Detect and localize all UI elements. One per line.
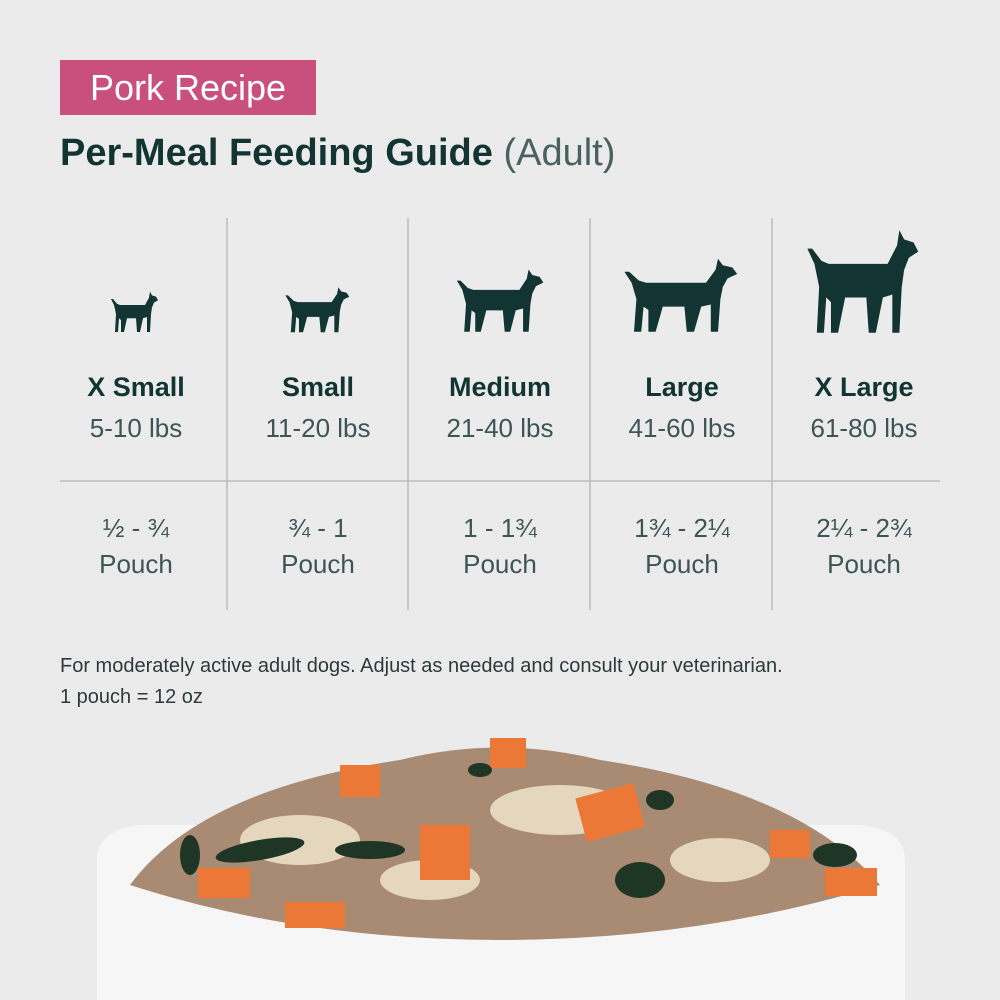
grid [60,218,940,610]
column-size: X Large [814,372,914,402]
dog-icons [111,230,919,333]
column-unit: Pouch [99,549,173,579]
food-bowl [97,738,905,1000]
column-amount: 2¼ - 2¾ [816,513,912,543]
footnote: 1 pouch = 12 oz [60,686,203,708]
column-amount: ¾ - 1 [288,513,348,543]
column-unit: Pouch [645,549,719,579]
footnote: For moderately active adult dogs. Adjust… [60,655,783,677]
column-weight: 61-80 lbs [810,413,918,443]
column-unit: Pouch [827,549,901,579]
column-size: Large [645,372,719,402]
column-weight: 11-20 lbs [265,413,371,443]
title-suffix: (Adult) [503,132,616,174]
column-size: X Small [87,372,185,402]
column-weight: 41-60 lbs [628,413,736,443]
column-unit: Pouch [281,549,355,579]
badge: Pork Recipe [60,60,316,115]
column-weight: 5-10 lbs [89,413,183,443]
title-text: Per-Meal Feeding Guide [60,132,493,174]
column-amount: ½ - ¾ [102,513,170,543]
column-size: Medium [448,372,551,402]
column-amount: 1 - 1¾ [463,513,537,543]
column-weight: 21-40 lbs [446,413,554,443]
title: Per-Meal Feeding Guide (Adult) [60,132,615,175]
column-unit: Pouch [463,549,537,579]
column-amount: 1¾ - 2¼ [634,513,730,543]
column-size: Small [281,372,355,402]
